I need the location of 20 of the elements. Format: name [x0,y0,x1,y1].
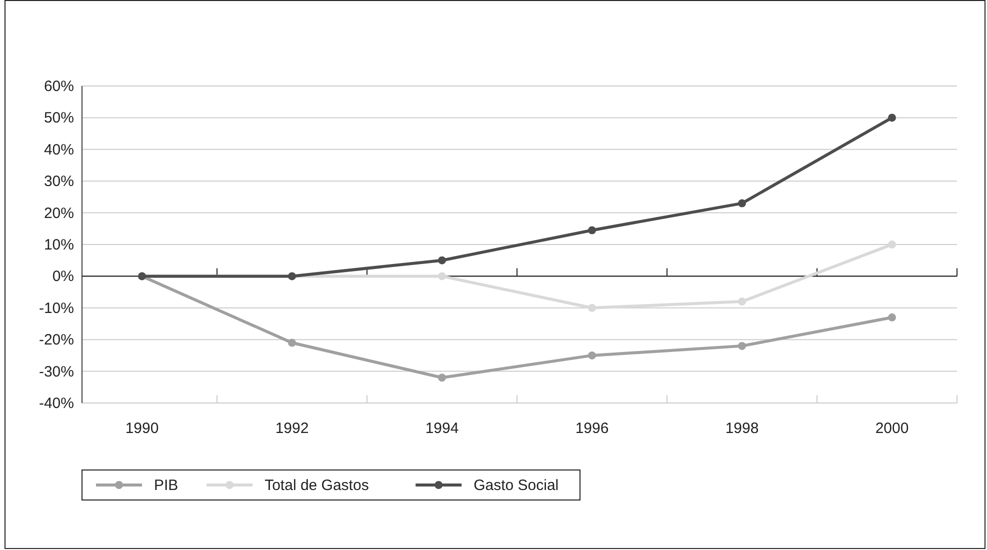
legend-label: Total de Gastos [264,477,369,494]
legend-label: Gasto Social [474,477,559,494]
y-tick-label: 60% [44,78,74,95]
y-tick-label: 0% [52,268,74,286]
y-tick-label: -20% [38,332,74,349]
x-tick-label: 2000 [875,420,909,437]
y-tick-label: 50% [44,110,74,127]
x-tick-label: 1996 [575,420,609,437]
y-tick-label: 40% [44,141,74,158]
y-tick-label: 10% [44,236,74,254]
y-tick-label: -40% [38,395,74,412]
legend-label: PIB [154,477,178,494]
x-tick-label: 1990 [125,420,159,437]
y-tick-label: -30% [38,363,74,380]
x-tick-label: 1998 [725,420,759,437]
x-tick-label: 1992 [275,420,309,437]
y-tick-label: 20% [44,204,74,222]
y-tick-label: 30% [44,173,74,190]
x-tick-label: 1994 [425,420,459,437]
y-tick-label: -10% [38,300,74,317]
